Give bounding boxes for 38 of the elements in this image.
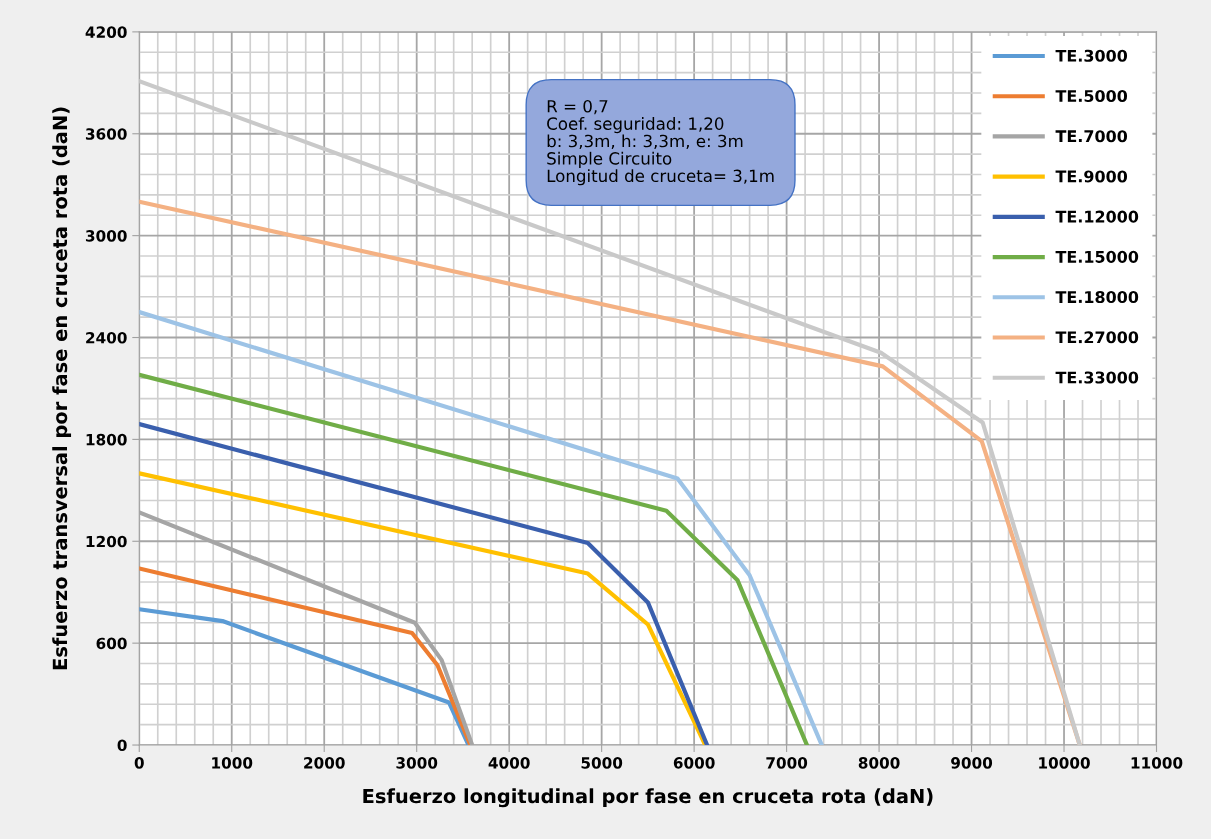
x-tick-label: 11000	[1131, 757, 1183, 769]
x-axis-title: Esfuerzo longitudinal por fase en cruceta rota (daN)	[363, 788, 933, 808]
x-tick-label: 3000	[396, 757, 438, 769]
legend-label: TE.7000	[1055, 130, 1128, 143]
y-axis-title: Esfuerzo transversal por fase en cruceta rota (daN)	[52, 107, 72, 670]
y-tick-label: 2400	[86, 331, 127, 344]
legend-label: TE.12000	[1055, 210, 1139, 223]
x-tick-label: 9000	[951, 757, 993, 769]
line-series	[139, 607, 471, 746]
y-tick-label: 600	[96, 637, 127, 650]
legend-label: TE.3000	[1055, 49, 1128, 62]
x-tick-label: 1000	[212, 757, 253, 769]
y-tick-label: 3600	[85, 128, 127, 140]
line-series	[139, 422, 710, 746]
x-tick-label: 6000	[673, 757, 715, 769]
x-tick-label: 4000	[488, 757, 530, 769]
line-series	[139, 566, 473, 746]
x-tick-label: 7000	[766, 757, 808, 769]
y-tick-label: 0	[117, 739, 127, 752]
annotation: R = 0,7 Coef. seguridad: 1,20 b: 3,3m, h: 3,3m, e: 3m Simple Circuito Longitud de cruceta= 3,1m	[547, 99, 774, 186]
legend-label: TE.27000	[1055, 331, 1139, 344]
x-tick-label: 8000	[858, 757, 900, 769]
x-tick-label: 2000	[304, 757, 345, 769]
line-series	[139, 372, 810, 746]
legend-label: TE.33000	[1055, 371, 1139, 384]
y-tick-label: 1200	[86, 535, 127, 548]
x-tick-label: 0	[134, 757, 144, 769]
line-series	[139, 471, 708, 746]
x-tick-label: 10000	[1039, 757, 1090, 769]
legend-label: TE.15000	[1055, 250, 1139, 263]
y-tick-label: 3000	[85, 230, 127, 242]
y-tick-label: 4200	[85, 26, 127, 38]
legend-label: TE.9000	[1055, 170, 1128, 183]
legend-label: TE.18000	[1055, 291, 1139, 304]
y-tick-label: 1800	[86, 433, 127, 446]
legend-label: TE.5000	[1055, 89, 1128, 103]
x-tick-label: 5000	[581, 757, 623, 769]
line-series	[139, 309, 824, 746]
